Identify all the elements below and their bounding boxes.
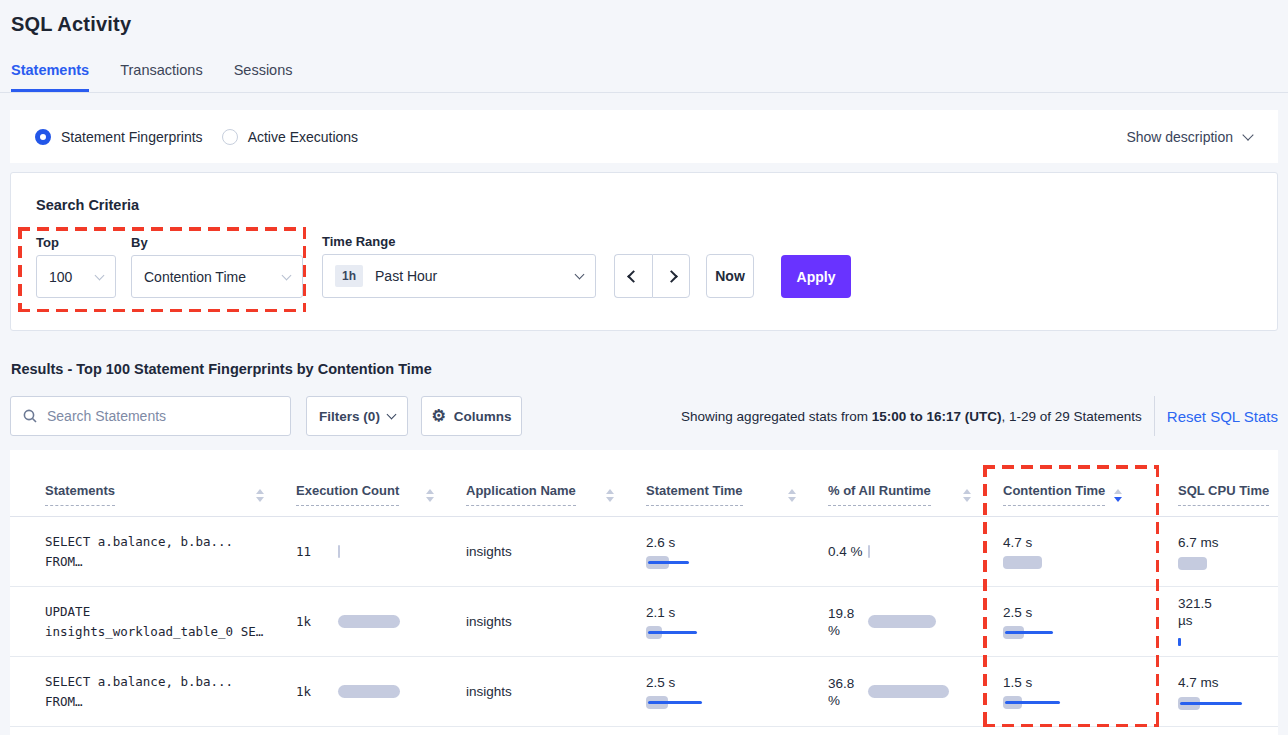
- statement-cell[interactable]: SELECT a.balance, b.ba... FROM…: [10, 657, 296, 726]
- sort-icon[interactable]: [256, 489, 264, 502]
- statement-fingerprints-radio[interactable]: [35, 129, 51, 145]
- runtime-pct-cell: 0.4 %: [828, 517, 1003, 586]
- chevron-down-icon: [386, 410, 396, 420]
- col-statements[interactable]: Statements: [10, 450, 296, 516]
- by-value: Contention Time: [144, 269, 246, 285]
- filters-button[interactable]: Filters (0): [306, 396, 408, 436]
- statement-time-cell: 2.1 s: [646, 587, 828, 656]
- table-row[interactable]: SELECT a.balance, b.ba... FROM… 11 insig…: [10, 517, 1278, 587]
- columns-label: Columns: [454, 409, 512, 424]
- sort-icon[interactable]: [788, 489, 796, 502]
- statement-fingerprints-label[interactable]: Statement Fingerprints: [61, 129, 203, 145]
- tab-sessions[interactable]: Sessions: [234, 62, 293, 92]
- col-execution-count[interactable]: Execution Count: [296, 450, 466, 516]
- search-placeholder: Search Statements: [47, 408, 166, 424]
- time-range-value: Past Hour: [375, 268, 437, 284]
- sort-icon[interactable]: [963, 489, 971, 502]
- statement-cell[interactable]: UPDATE insights_workload_table_0 SE…: [10, 587, 296, 656]
- tab-divider: [0, 92, 1288, 93]
- contention-time-cell: 4.7 s: [1003, 517, 1178, 586]
- sort-icon[interactable]: [426, 489, 434, 502]
- col-contention-time[interactable]: Contention Time: [1003, 450, 1178, 516]
- tab-statements[interactable]: Statements: [11, 62, 89, 92]
- table-header: Statements Execution Count Application N…: [10, 450, 1278, 517]
- by-select[interactable]: Contention Time: [131, 255, 303, 298]
- col-runtime-pct[interactable]: % of All Runtime: [828, 450, 1003, 516]
- top-label: Top: [36, 235, 116, 250]
- sort-icon[interactable]: [1114, 489, 1122, 502]
- statement-cell[interactable]: SELECT a.balance, b.ba... FROM…: [10, 517, 296, 586]
- tab-transactions[interactable]: Transactions: [120, 62, 202, 92]
- apply-button[interactable]: Apply: [781, 255, 851, 298]
- active-executions-label[interactable]: Active Executions: [248, 129, 359, 145]
- chevron-right-icon: [665, 270, 678, 283]
- chevron-down-icon: [95, 270, 105, 280]
- columns-button[interactable]: ⚙ Columns: [421, 396, 522, 436]
- results-toolbar: Search Statements Filters (0) ⚙ Columns …: [10, 396, 1278, 436]
- showing-stats-text: Showing aggregated stats from 15:00 to 1…: [681, 409, 1142, 424]
- search-icon: [23, 409, 37, 423]
- statement-time-cell: 2.5 s: [646, 657, 828, 726]
- time-range-label: Time Range: [322, 234, 596, 249]
- col-statement-time[interactable]: Statement Time: [646, 450, 828, 516]
- view-mode-bar: Statement Fingerprints Active Executions…: [10, 110, 1278, 163]
- chevron-down-icon: [282, 270, 292, 280]
- time-range-field: Time Range 1h Past Hour: [322, 234, 596, 298]
- active-executions-radio[interactable]: [222, 129, 238, 145]
- show-description-toggle[interactable]: Show description: [1126, 129, 1252, 145]
- execution-count-cell: 11: [296, 517, 466, 586]
- sql-cpu-time-cell: 321.5 µs: [1178, 587, 1288, 656]
- table-row[interactable]: UPDATE insights_workload_table_0 SE… 1k …: [10, 587, 1278, 657]
- results-title: Results - Top 100 Statement Fingerprints…: [11, 361, 1288, 377]
- col-sql-cpu-time[interactable]: SQL CPU Time: [1178, 450, 1278, 516]
- time-nav-group: [614, 254, 690, 298]
- filters-label: Filters (0): [319, 409, 380, 424]
- tab-bar: Statements Transactions Sessions: [11, 62, 1288, 92]
- now-button[interactable]: Now: [706, 254, 754, 298]
- application-name-cell: insights: [466, 517, 646, 586]
- application-name-cell: insights: [466, 587, 646, 656]
- runtime-pct-cell: 36.8 %: [828, 657, 1003, 726]
- by-label: By: [131, 235, 303, 250]
- chevron-left-icon: [627, 270, 640, 283]
- top-value: 100: [49, 269, 72, 285]
- top-select[interactable]: 100: [36, 255, 116, 298]
- application-name-cell: insights: [466, 657, 646, 726]
- time-next-button[interactable]: [652, 254, 690, 298]
- sql-cpu-time-cell: 4.7 ms: [1178, 657, 1288, 726]
- statement-time-cell: 2.6 s: [646, 517, 828, 586]
- runtime-pct-cell: 19.8 %: [828, 587, 1003, 656]
- top-field: Top 100: [36, 235, 116, 298]
- by-field: By Contention Time: [131, 235, 303, 298]
- sort-icon[interactable]: [606, 489, 614, 502]
- page-title: SQL Activity: [0, 0, 1288, 36]
- table-row[interactable]: SELECT a.balance, b.ba... FROM… 1k insig…: [10, 657, 1278, 727]
- show-description-label: Show description: [1126, 129, 1233, 145]
- col-application-name[interactable]: Application Name: [466, 450, 646, 516]
- search-criteria-title: Search Criteria: [36, 197, 1252, 213]
- time-range-select[interactable]: 1h Past Hour: [322, 254, 596, 298]
- gear-icon: ⚙: [431, 408, 445, 424]
- sql-cpu-time-cell: 6.7 ms: [1178, 517, 1288, 586]
- search-input[interactable]: Search Statements: [10, 396, 291, 436]
- chevron-down-icon: [575, 270, 585, 280]
- contention-time-cell: 1.5 s: [1003, 657, 1178, 726]
- time-range-badge: 1h: [335, 265, 363, 287]
- contention-time-cell: 2.5 s: [1003, 587, 1178, 656]
- execution-count-cell: 1k: [296, 587, 466, 656]
- search-criteria-panel: Search Criteria Top 100 By Contention Ti…: [10, 172, 1278, 331]
- chevron-down-icon: [1242, 129, 1253, 140]
- reset-sql-stats-link[interactable]: Reset SQL Stats: [1167, 408, 1278, 425]
- time-prev-button[interactable]: [614, 254, 652, 298]
- execution-count-cell: 1k: [296, 657, 466, 726]
- toolbar-divider: [1154, 396, 1155, 436]
- statements-table: Statements Execution Count Application N…: [10, 450, 1278, 735]
